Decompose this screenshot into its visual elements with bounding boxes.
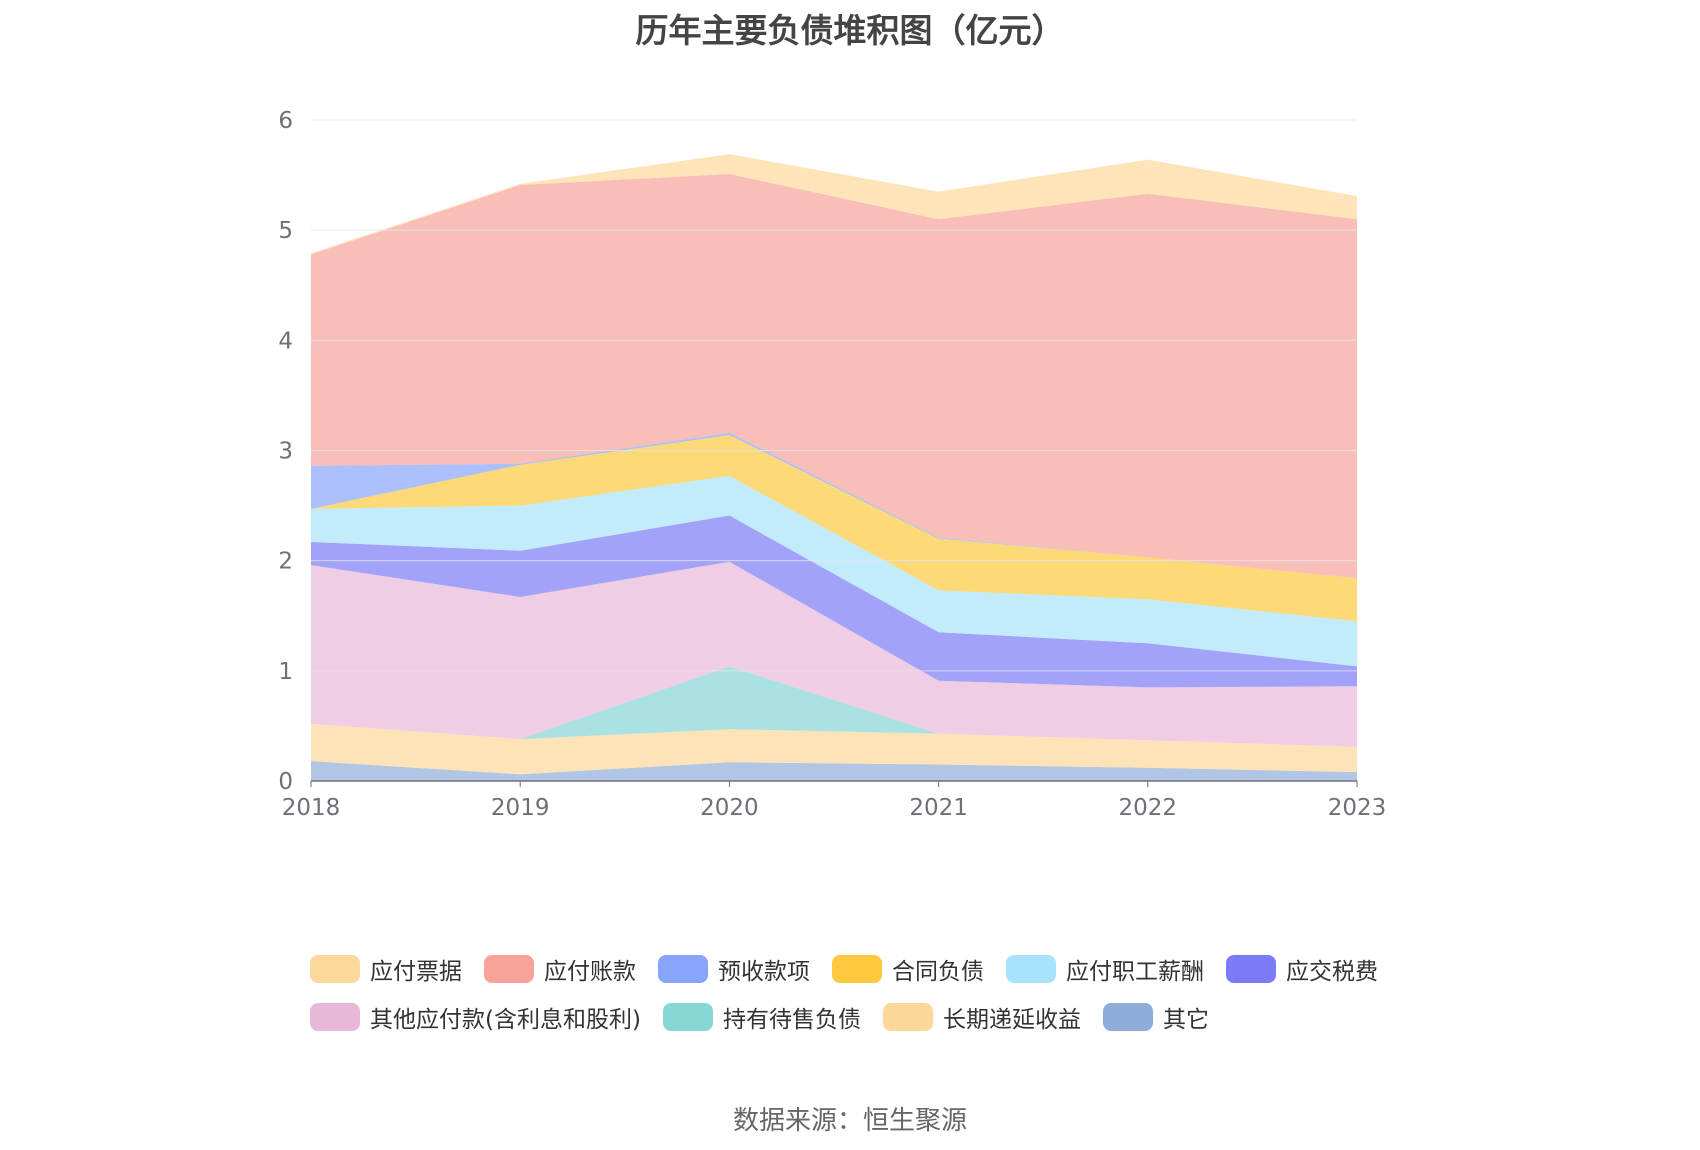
legend-label: 预收款项: [718, 959, 810, 985]
y-tick-label: 4: [278, 328, 293, 354]
stacked-area-chart: 0 1 2 3 4 5 6 2018 2019 2020 2021 2022 2023: [278, 108, 1387, 821]
legend-item[interactable]: 应交税费: [1226, 952, 1378, 986]
data-source: 数据来源：恒生聚源: [732, 1106, 967, 1136]
legend-swatch: [882, 1003, 933, 1031]
legend-swatch: [662, 1003, 713, 1031]
x-tick-label: 2019: [491, 795, 550, 821]
legend-swatch: [310, 955, 360, 983]
area-3: [311, 561, 1357, 747]
legend-swatch: [1102, 1003, 1153, 1031]
legend-swatch: [484, 955, 534, 983]
y-tick-label: 6: [278, 108, 293, 134]
area-2: [311, 666, 1357, 747]
y-tick-label: 2: [278, 549, 293, 575]
x-tick-label: 2023: [1328, 795, 1387, 821]
x-tick-label: 2021: [909, 795, 968, 821]
legend-item[interactable]: 应付账款: [484, 952, 636, 986]
legend: 应付票据 应付账款 预收款项 合同负债 应付职工薪酬 应交税费 其他应付款(含利息和股利)…: [310, 945, 1460, 1041]
area-1: [311, 723, 1357, 775]
legend-item[interactable]: 其它: [1102, 1000, 1209, 1034]
y-tick-label: 0: [278, 769, 293, 795]
legend-label: 应付职工薪酬: [1066, 959, 1204, 985]
area-6: [311, 435, 1357, 622]
legend-swatch: [1226, 955, 1276, 983]
legend-item[interactable]: 应付职工薪酬: [1006, 952, 1204, 986]
x-tick-label: 2022: [1119, 795, 1178, 821]
area-8: [311, 173, 1357, 579]
x-tick-label: 2020: [700, 795, 759, 821]
legend-item[interactable]: 长期递延收益: [882, 1000, 1081, 1034]
legend-label: 应付账款: [544, 959, 636, 985]
legend-label: 合同负债: [892, 959, 984, 985]
x-tick-label: 2018: [282, 795, 341, 821]
y-tick-label: 5: [278, 218, 293, 244]
legend-row: 其他应付款(含利息和股利) 持有待售负债 长期递延收益 其它: [310, 993, 1460, 1041]
legend-label: 长期递延收益: [942, 1007, 1081, 1033]
legend-swatch: [310, 1003, 360, 1031]
legend-label: 应交税费: [1286, 959, 1378, 985]
area-5: [311, 475, 1357, 667]
legend-label: 其他应付款(含利息和股利): [370, 1007, 641, 1033]
area-4: [311, 515, 1357, 688]
chart-title: 历年主要负债堆积图（亿元）: [635, 11, 1065, 50]
y-tick-label: 1: [278, 659, 293, 685]
legend-swatch: [658, 955, 708, 983]
area-0: [311, 761, 1357, 781]
y-tick-label: 3: [278, 439, 293, 465]
legend-row: 应付票据 应付账款 预收款项 合同负债 应付职工薪酬 应交税费: [310, 945, 1460, 993]
legend-item[interactable]: 应付票据: [310, 952, 462, 986]
legend-item[interactable]: 持有待售负债: [662, 1000, 861, 1034]
legend-item[interactable]: 预收款项: [658, 952, 810, 986]
legend-item[interactable]: 合同负债: [832, 952, 984, 986]
legend-swatch: [832, 955, 882, 983]
legend-swatch: [1006, 955, 1056, 983]
area-9: [311, 154, 1357, 255]
legend-label: 其它: [1162, 1007, 1209, 1033]
legend-label: 应付票据: [370, 959, 462, 985]
legend-item[interactable]: 其他应付款(含利息和股利): [310, 1000, 641, 1034]
legend-label: 持有待售负债: [722, 1007, 861, 1033]
